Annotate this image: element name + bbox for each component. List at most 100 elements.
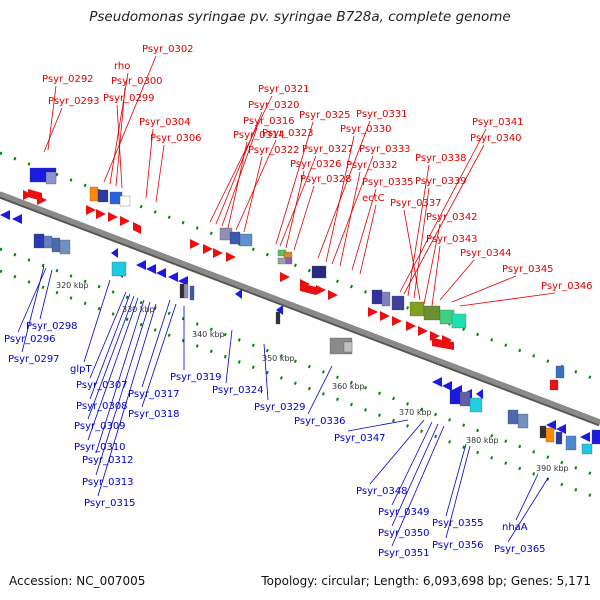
leader-line-bottom xyxy=(307,365,333,415)
forward-gene-block xyxy=(28,189,42,201)
gene-block xyxy=(45,171,57,185)
gene-label-top: Psyr_0316 xyxy=(243,116,295,127)
reverse-gene-arrow xyxy=(146,264,156,274)
leader-line-top xyxy=(215,111,263,225)
gene-label-bottom: Psyr_0349 xyxy=(378,507,430,518)
gene-label-top: Psyr_0302 xyxy=(142,44,194,55)
gene-label-bottom: Psyr_0308 xyxy=(76,401,128,412)
gene-label-bottom: Psyr_0355 xyxy=(432,518,484,529)
gene-block xyxy=(459,391,471,407)
leader-line-bottom xyxy=(391,425,445,547)
leader-line-top xyxy=(227,141,248,229)
forward-gene-arrow xyxy=(418,326,428,336)
reverse-gene-arrow xyxy=(156,268,166,278)
leader-line-top xyxy=(279,155,317,247)
leader-line-top xyxy=(317,120,371,259)
gene-label-bottom: Psyr_0350 xyxy=(378,528,430,539)
gene-block xyxy=(539,425,547,439)
gene-block xyxy=(469,397,483,413)
leader-line-top xyxy=(331,155,374,265)
reverse-gene-arrow xyxy=(580,432,590,442)
reverse-gene-arrow xyxy=(0,210,10,220)
gene-label-bottom: Psyr_0329 xyxy=(254,402,306,413)
gene-label-bottom: nhaA xyxy=(502,522,528,533)
kbp-label: 340 kbp xyxy=(192,330,225,339)
gene-label-top: Psyr_0338 xyxy=(415,153,467,164)
leader-line-bottom xyxy=(39,269,53,320)
leader-line-top xyxy=(339,171,361,267)
gene-label-bottom: Psyr_0318 xyxy=(128,409,180,420)
gene-label-top: Psyr_0339 xyxy=(415,176,467,187)
kbp-label: 380 kbp xyxy=(466,436,499,445)
leader-line-bottom xyxy=(507,477,549,543)
gene-label-top: Psyr_0330 xyxy=(340,124,392,135)
gene-block xyxy=(111,261,127,277)
forward-gene-arrow xyxy=(392,316,402,326)
leader-line-top xyxy=(43,107,63,153)
gene-label-top: Psyr_0320 xyxy=(248,100,300,111)
forward-gene-arrow xyxy=(226,252,236,262)
leader-line-top xyxy=(235,139,277,231)
gene-label-top: Psyr_0321 xyxy=(258,84,310,95)
gene-block xyxy=(311,265,327,279)
leader-line-bottom xyxy=(225,329,233,384)
leader-line-top xyxy=(116,104,123,189)
forward-gene-arrow xyxy=(120,216,130,226)
leader-line-bottom xyxy=(369,419,425,485)
gene-label-bottom: Psyr_0348 xyxy=(356,486,408,497)
reverse-gene-arrow xyxy=(136,260,146,270)
leader-line-top xyxy=(325,135,355,263)
reverse-gene-arrow xyxy=(556,424,566,434)
gene-block xyxy=(507,409,519,425)
gene-label-bottom: Psyr_0307 xyxy=(76,380,128,391)
gene-label-top: Psyr_0292 xyxy=(42,74,94,85)
reverse-gene-arrow xyxy=(476,389,483,399)
tick-row-lower xyxy=(0,269,600,501)
leader-line-top xyxy=(275,121,314,245)
backbone-layer xyxy=(0,191,600,427)
gene-block xyxy=(183,283,189,299)
gene-label-top: Psyr_0293 xyxy=(48,96,100,107)
leader-line-bottom xyxy=(95,301,151,476)
leader-line-bottom xyxy=(95,299,145,454)
gene-label-top: Psyr_0341 xyxy=(472,117,524,128)
leader-line-top xyxy=(451,275,517,303)
gene-label-bottom: Psyr_0296 xyxy=(4,334,56,345)
gene-label-bottom: glpT xyxy=(70,364,92,375)
kbp-label: 390 kbp xyxy=(536,464,569,473)
gene-block xyxy=(581,443,593,455)
leader-line-top xyxy=(399,128,487,293)
gene-block xyxy=(555,365,565,379)
gene-label-top: Psyr_0345 xyxy=(502,264,554,275)
gene-label-bottom: Psyr_0336 xyxy=(294,416,346,427)
gene-block xyxy=(549,379,559,391)
gene-label-top: Psyr_0326 xyxy=(290,159,342,170)
forward-gene-arrow xyxy=(280,272,290,282)
gene-block xyxy=(391,295,405,311)
gene-block xyxy=(555,431,563,445)
leader-line-bottom xyxy=(17,267,47,333)
gene-label-bottom: Psyr_0351 xyxy=(378,548,430,559)
forward-gene-arrow xyxy=(203,244,213,254)
gene-block xyxy=(51,237,61,253)
gene-label-top: Psyr_0304 xyxy=(139,117,191,128)
gene-label-bottom: Psyr_0310 xyxy=(74,442,126,453)
gene-label-top: Psyr_0300 xyxy=(111,76,163,87)
leader-line-top xyxy=(403,209,421,301)
reverse-gene-arrow xyxy=(111,248,118,258)
gene-label-top: Psyr_0342 xyxy=(426,212,478,223)
gene-block xyxy=(89,186,99,202)
gene-block xyxy=(277,257,287,265)
gene-label-bottom: Psyr_0317 xyxy=(128,389,180,400)
leader-line-top xyxy=(431,245,441,307)
leader-line-top xyxy=(407,164,430,297)
gene-block xyxy=(591,429,600,445)
leader-line-bottom xyxy=(89,293,131,400)
gene-block xyxy=(275,311,281,325)
gene-label-top: Psyr_0340 xyxy=(470,133,522,144)
gene-block xyxy=(239,233,253,247)
reverse-gene-arrow xyxy=(276,305,283,315)
forward-gene-arrow xyxy=(108,212,118,222)
gene-label-top: Psyr_0327 xyxy=(302,144,354,155)
